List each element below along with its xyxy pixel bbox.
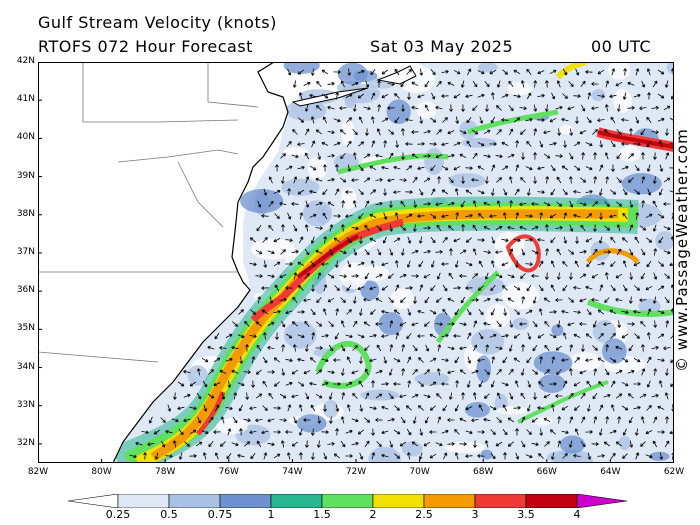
colorbar-label: 0.25 [105,508,131,521]
lon-label: 80W [91,467,112,477]
lat-label: 42N [16,56,35,66]
colorbar-label: 4 [573,508,581,521]
lat-label: 36N [16,285,35,296]
lon-label: 70W [409,467,430,477]
lat-label: 33N [16,399,35,410]
lon-label: 62W [663,467,685,477]
lon-label: 74W [282,467,303,477]
lon-label: 76W [218,467,239,477]
lon-label: 82W [27,467,49,477]
cape-cod [376,65,417,85]
current-map[interactable] [38,62,674,463]
lat-label: 39N [16,170,35,181]
colorbar-label: 0.5 [160,508,178,521]
colorbar-label: 3.5 [517,508,535,521]
colorbar-swatch [168,494,221,508]
lon-label: 72W [345,467,367,477]
gulf-stream [111,62,674,463]
colorbar-swatch [117,494,170,508]
colorbar-min-arrow [68,494,119,508]
lon-label: 64W [600,467,621,477]
lat-label: 38N [16,208,35,219]
colorbar-swatch [270,494,323,508]
chart-title: Gulf Stream Velocity (knots) [38,13,277,32]
lat-label: 37N [16,246,35,257]
lon-label: 68W [473,467,494,477]
lat-label: 40N [16,132,35,143]
colorbar-swatch [474,494,527,508]
state-borders [38,62,259,363]
map-panel[interactable] [38,62,674,463]
colorbar-label: 3 [471,508,479,521]
lat-label: 32N [16,437,35,448]
colorbar-label: 1.5 [313,508,331,521]
colorbar-max-arrow [576,494,628,508]
forecast-time: 00 UTC [591,37,652,56]
colorbar-swatch [372,494,425,508]
colorbar-label: 0.75 [207,508,233,521]
us-coast-land [38,62,289,463]
lat-label: 35N [16,323,35,334]
colorbar [68,494,628,508]
lat-label: 34N [16,361,35,372]
model-label: RTOFS 072 Hour Forecast [38,37,253,56]
long-island [291,87,369,107]
colorbar-swatch [423,494,476,508]
colorbar-label: 2 [369,508,377,521]
current-arrows [129,68,674,460]
colorbar-label: 1 [267,508,275,521]
lon-label: 78W [155,467,176,477]
forecast-date: Sat 03 May 2025 [370,37,514,56]
colorbar-swatch [525,494,578,508]
colorbar-swatch [321,494,374,508]
lat-label: 41N [16,94,35,105]
colorbar-label: 2.5 [415,508,433,521]
watermark: © www.PassageWeather.com [673,128,691,372]
colorbar-swatch [219,494,272,508]
lon-label: 66W [536,467,557,477]
